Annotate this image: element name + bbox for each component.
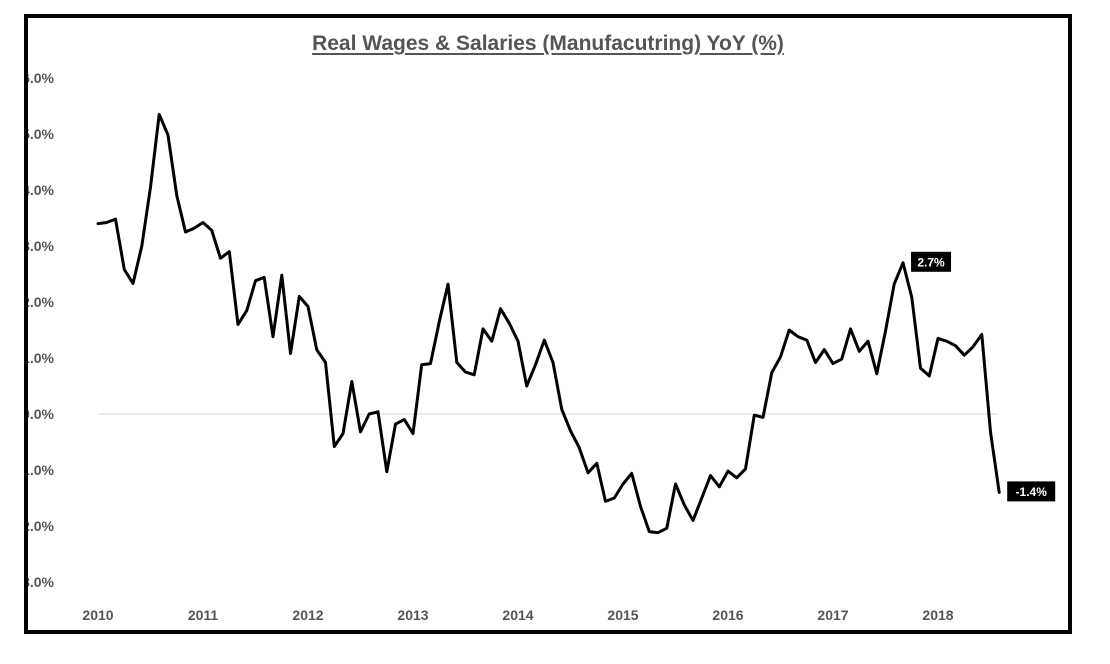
x-tick-label: 2016 [712,607,743,623]
x-tick-label: 2010 [82,607,113,623]
data-label-box [1007,481,1056,502]
data-label: -1.4% [1007,481,1056,502]
x-axis: 2010 2011 2012 2013 2014 2015 2016 2017 2018 [82,607,953,623]
series-group [96,112,1001,535]
x-tick-label: 2015 [607,607,638,623]
chart-plot: 6.0% 5.0% 4.0% 3.0% 2.0% 1.0% 0.0% -1.0% -2.0% -3… [28,70,1056,623]
data-label-box [911,251,952,272]
y-tick-label: 2.0% [28,294,55,310]
chart-frame: Real Wages & Salaries (Manufacutring) Yo… [24,14,1072,634]
y-tick-label: 3.0% [28,238,55,254]
x-tick-label: 2011 [188,607,219,623]
y-tick-label: 1.0% [28,350,55,366]
data-label-text: -1.4% [1016,485,1048,499]
y-tick-label: -1.0% [28,462,55,478]
x-tick-label: 2017 [817,607,848,623]
x-tick-label: 2013 [397,607,428,623]
data-label: 2.7% [911,251,952,272]
annotation-group: 2.7% -1.4% [911,251,1056,502]
y-tick-label: 0.0% [28,406,55,422]
y-axis: 6.0% 5.0% 4.0% 3.0% 2.0% 1.0% 0.0% -1.0% -2.0% -3… [28,70,998,590]
y-tick-label: 4.0% [28,182,55,198]
x-tick-label: 2014 [502,607,533,623]
y-tick-label: -2.0% [28,518,55,534]
series-line [96,112,1001,535]
y-tick-label: -3.0% [28,574,55,590]
y-tick-label: 5.0% [28,126,55,142]
chart-title: Real Wages & Salaries (Manufacutring) Yo… [312,32,784,55]
y-tick-label: 6.0% [28,70,55,86]
x-tick-label: 2018 [922,607,953,623]
data-label-text: 2.7% [917,255,945,269]
x-tick-label: 2012 [292,607,323,623]
